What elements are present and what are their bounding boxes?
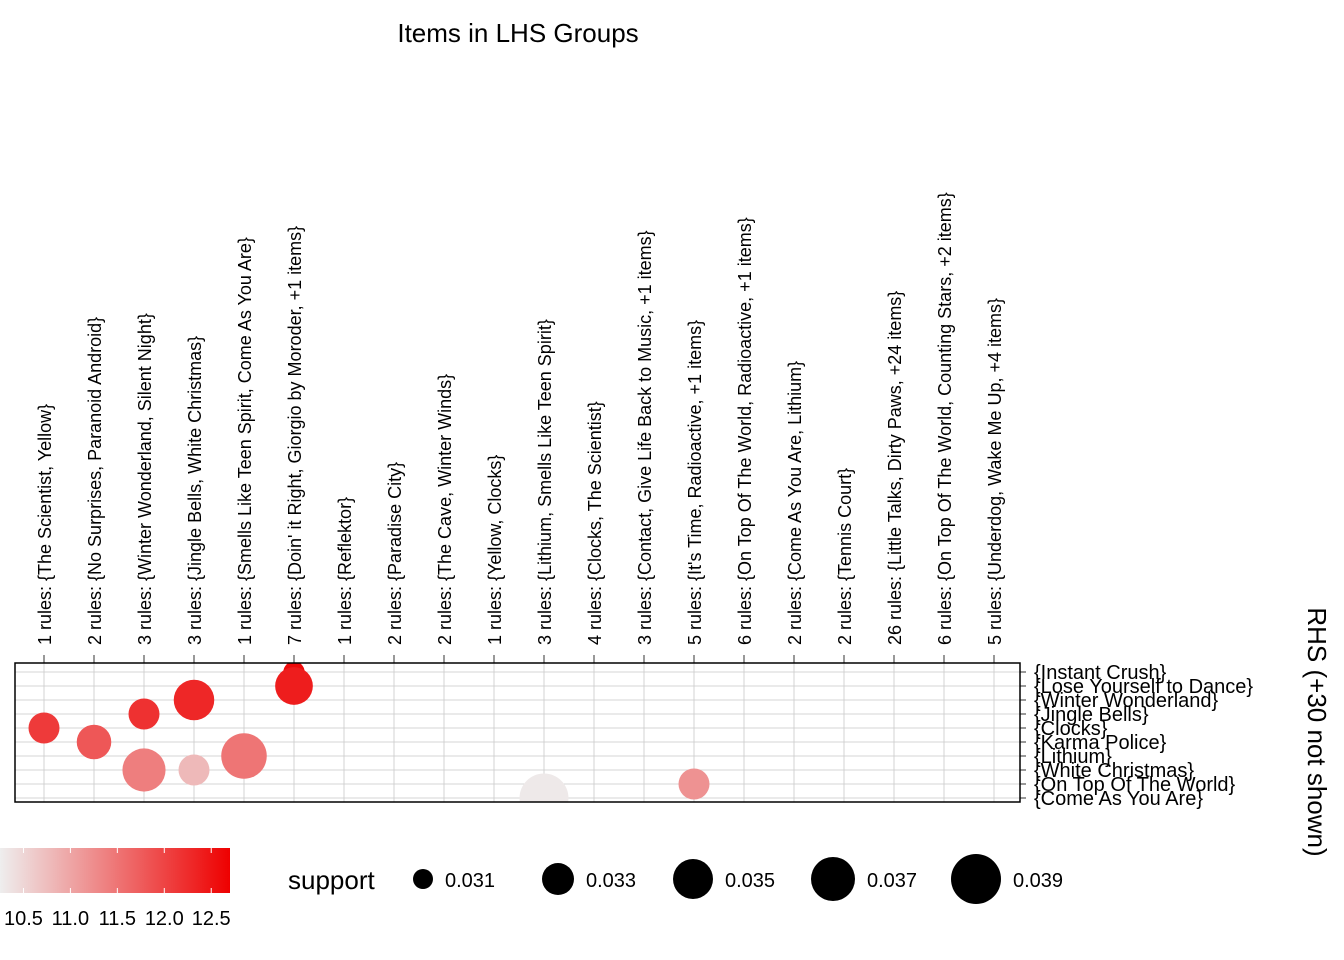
color-legend-label: 12.5	[192, 908, 231, 930]
color-legend-label: 11.0	[52, 908, 89, 930]
color-legend-label: 11.5	[99, 908, 136, 930]
x-tick-label: 1 rules: {Yellow, Clocks}	[485, 455, 505, 645]
x-tick-label: 3 rules: {Jingle Bells, White Christmas}	[185, 336, 205, 645]
size-legend-key	[673, 859, 713, 899]
x-tick-label: 26 rules: {Little Talks, Dirty Paws, +24…	[885, 291, 905, 645]
x-tick-label: 1 rules: {Smells Like Teen Spirit, Come …	[235, 237, 255, 645]
y-tick-label: {Instant Crush}	[1034, 662, 1167, 684]
size-legend: support 0.031 0.033 0.035 0.037 0.039	[288, 854, 1063, 904]
x-axis-ticks	[43, 655, 995, 663]
x-tick-label: 4 rules: {Clocks, The Scientist}	[585, 401, 605, 645]
y-tick-label: {Jingle Bells}	[1034, 704, 1149, 726]
data-point	[28, 712, 60, 744]
x-tick-label: 6 rules: {On Top Of The World, Radioacti…	[735, 217, 755, 645]
right-axis-title: RHS (+30 not shown)	[1302, 607, 1332, 856]
y-tick-label: {Come As You Are}	[1034, 788, 1203, 810]
y-tick-label: {On Top Of The World}	[1034, 774, 1236, 796]
x-tick-label: 5 rules: {It's Time, Radioactive, +1 ite…	[685, 320, 705, 645]
size-legend-label: 0.031	[445, 870, 495, 892]
y-tick-label: {Clocks}	[1034, 718, 1108, 740]
x-tick-label: 2 rules: {No Surprises, Paranoid Android…	[85, 317, 105, 645]
color-legend-bar	[0, 848, 230, 893]
color-legend: 10.5 11.0 11.5 12.0 12.5	[0, 848, 231, 930]
data-point	[128, 698, 160, 730]
data-point	[173, 679, 215, 721]
size-legend-label: 0.035	[725, 870, 775, 892]
size-legend-key	[951, 854, 1001, 904]
y-axis-labels: {Instant Crush}{Lose Yourself to Dance}{…	[1034, 662, 1253, 810]
color-legend-label: 10.5	[4, 908, 43, 930]
x-tick-label: 3 rules: {Lithium, Smells Like Teen Spir…	[535, 319, 555, 645]
size-legend-label: 0.033	[586, 870, 636, 892]
y-tick-label: {Lithium}	[1034, 746, 1112, 768]
data-point	[519, 773, 569, 802]
data-point	[221, 733, 267, 779]
data-point	[122, 748, 166, 792]
data-point	[178, 754, 210, 786]
x-tick-label: 2 rules: {Tennis Court}	[835, 468, 855, 645]
data-point	[275, 667, 313, 705]
y-tick-label: {Winter Wonderland}	[1034, 690, 1219, 712]
x-tick-label: 1 rules: {Reflektor}	[335, 497, 355, 645]
size-legend-label: 0.037	[867, 870, 917, 892]
size-legend-key	[811, 857, 855, 901]
y-tick-label: {Karma Police}	[1034, 732, 1167, 754]
data-point	[76, 724, 112, 760]
size-legend-label: 0.039	[1013, 870, 1063, 892]
size-legend-key	[413, 869, 433, 889]
x-tick-label: 2 rules: {The Cave, Winter Winds}	[435, 374, 455, 645]
x-tick-label: 2 rules: {Paradise City}	[385, 462, 405, 645]
size-legend-title: support	[288, 865, 375, 895]
x-tick-label: 3 rules: {Contact, Give Life Back to Mus…	[635, 230, 655, 645]
x-tick-label: 1 rules: {The Scientist, Yellow}	[35, 404, 55, 645]
x-tick-label: 6 rules: {On Top Of The World, Counting …	[935, 192, 955, 645]
y-tick-label: {White Christmas}	[1034, 760, 1194, 782]
x-tick-label: 3 rules: {Winter Wonderland, Silent Nigh…	[135, 313, 155, 645]
y-tick-label: {Lose Yourself to Dance}	[1034, 676, 1253, 698]
color-legend-label: 12.0	[145, 908, 184, 930]
x-axis-labels: 1 rules: {The Scientist, Yellow} 2 rules:…	[35, 192, 1005, 645]
y-axis-ticks	[1020, 671, 1026, 799]
data-point	[678, 768, 710, 800]
x-tick-label: 2 rules: {Come As You Are, Lithium}	[785, 361, 805, 645]
x-tick-label: 7 rules: {Doin' it Right, Giorgio by Mor…	[285, 226, 305, 645]
panel-border	[14, 662, 1021, 803]
data-points	[28, 663, 710, 802]
chart-title: Items in LHS Groups	[397, 18, 638, 48]
size-legend-key	[542, 863, 574, 895]
x-tick-label: 5 rules: {Underdog, Wake Me Up, +4 items…	[985, 298, 1005, 645]
